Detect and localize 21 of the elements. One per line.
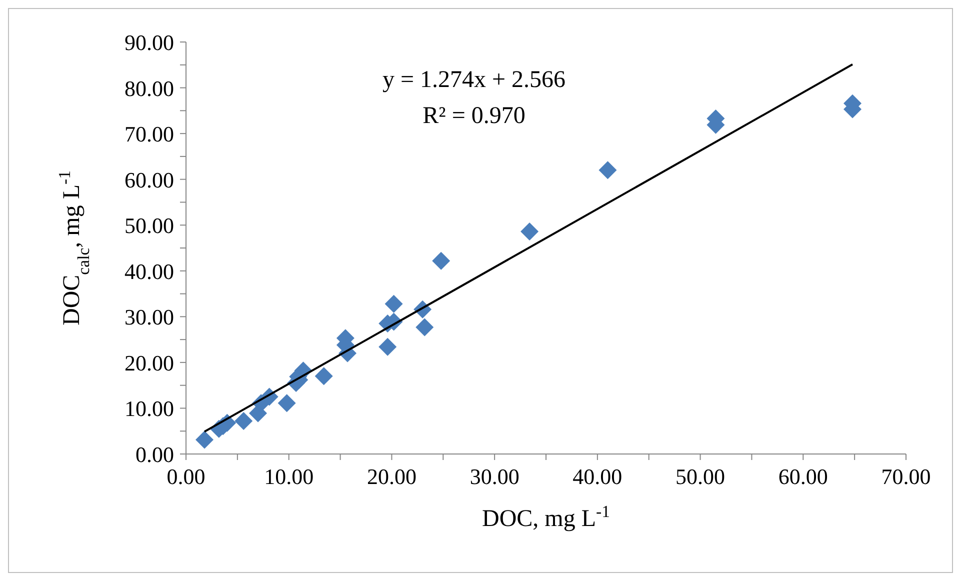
x-tick-label: 20.00	[366, 464, 416, 489]
x-tick-label: 50.00	[676, 464, 726, 489]
y-tick-label: 10.00	[124, 396, 174, 422]
x-tick-label: 30.00	[470, 464, 520, 489]
x-tick-label: 10.00	[264, 464, 314, 489]
y-tick-label: 0.00	[136, 442, 174, 467]
x-tick-label: 40.00	[572, 464, 622, 489]
y-tick-label: 70.00	[124, 122, 174, 147]
annotation: y = 1.274x + 2.566	[381, 67, 567, 94]
y-tick-label: 20.00	[124, 350, 174, 376]
y-tick-label: 40.00	[124, 258, 174, 284]
y-tick-label: 90.00	[124, 30, 174, 55]
y-tick-label: 60.00	[124, 167, 174, 192]
x-axis-title: DOC, mg L$^{-1}$	[482, 502, 610, 532]
x-tick-label: 0.00	[166, 464, 206, 489]
annotation: R² = 0.970	[422, 103, 526, 130]
y-tick-label: 50.00	[124, 213, 174, 238]
x-tick-label: 60.00	[778, 464, 828, 489]
y-tick-label: 30.00	[124, 304, 174, 330]
x-tick-label: 70.00	[881, 464, 931, 489]
y-tick-label: 80.00	[124, 76, 174, 101]
